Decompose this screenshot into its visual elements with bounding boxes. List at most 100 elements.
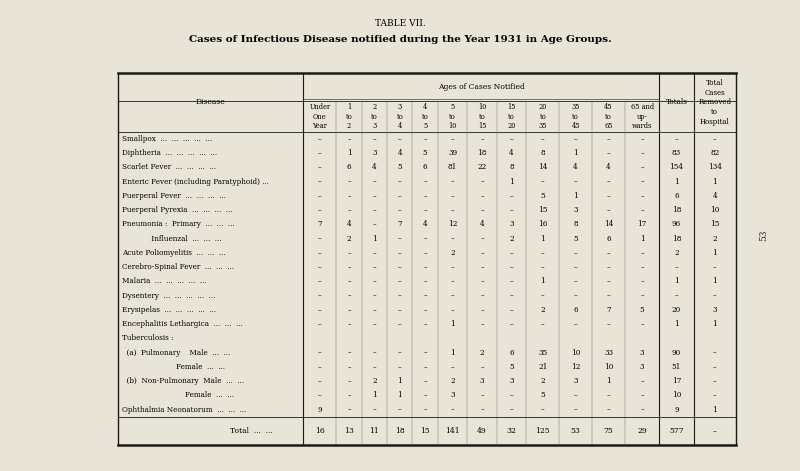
- Text: –: –: [423, 135, 427, 143]
- Text: 1: 1: [574, 149, 578, 157]
- Text: Pneumonia :  Primary  ...  ...  ...: Pneumonia : Primary ... ... ...: [122, 220, 234, 228]
- Text: –: –: [574, 292, 578, 300]
- Text: –: –: [347, 391, 351, 399]
- Text: –: –: [373, 249, 376, 257]
- Text: –: –: [423, 391, 427, 399]
- Text: –: –: [640, 277, 644, 285]
- Text: –: –: [423, 249, 427, 257]
- Text: Cases of Infectious Disease notified during the Year 1931 in Age Groups.: Cases of Infectious Disease notified dur…: [189, 35, 611, 44]
- Text: –: –: [347, 277, 351, 285]
- Text: –: –: [480, 306, 484, 314]
- Text: 1: 1: [398, 391, 402, 399]
- Text: –: –: [373, 320, 376, 328]
- Text: –: –: [318, 306, 322, 314]
- Text: 2: 2: [509, 235, 514, 243]
- Text: Encephalitis Lethargica  ...  ...  ...: Encephalitis Lethargica ... ... ...: [122, 320, 242, 328]
- Text: –: –: [541, 135, 545, 143]
- Text: 134: 134: [708, 163, 722, 171]
- Text: 49: 49: [477, 427, 487, 435]
- Text: –: –: [510, 249, 514, 257]
- Text: –: –: [510, 306, 514, 314]
- Text: 2: 2: [450, 377, 455, 385]
- Text: –: –: [574, 277, 578, 285]
- Text: –: –: [423, 306, 427, 314]
- Text: –: –: [640, 263, 644, 271]
- Text: Ages of Cases Notified: Ages of Cases Notified: [438, 83, 525, 91]
- Text: 6: 6: [509, 349, 514, 357]
- Text: –: –: [574, 249, 578, 257]
- Text: Female  ...  ...: Female ... ...: [122, 363, 225, 371]
- Text: Dysentery  ...  ...  ...  ...  ...: Dysentery ... ... ... ... ...: [122, 292, 215, 300]
- Text: –: –: [423, 320, 427, 328]
- Text: –: –: [606, 178, 610, 186]
- Text: –: –: [640, 320, 644, 328]
- Text: –: –: [510, 277, 514, 285]
- Text: Influenzal  ...  ...  ...: Influenzal ... ... ...: [122, 235, 221, 243]
- Text: 1: 1: [450, 349, 455, 357]
- Text: –: –: [423, 206, 427, 214]
- Text: –: –: [640, 178, 644, 186]
- Text: –: –: [318, 235, 322, 243]
- Text: –: –: [347, 320, 351, 328]
- Text: 16: 16: [538, 220, 547, 228]
- Text: –: –: [480, 263, 484, 271]
- Text: 2: 2: [713, 235, 717, 243]
- Text: –: –: [674, 292, 678, 300]
- Text: (a)  Pulmonary    Male  ...  ...: (a) Pulmonary Male ... ...: [122, 349, 230, 357]
- Text: 7: 7: [398, 220, 402, 228]
- Text: 18: 18: [478, 149, 486, 157]
- Text: –: –: [373, 263, 376, 271]
- Text: –: –: [674, 263, 678, 271]
- Text: 17: 17: [638, 220, 646, 228]
- Text: 1: 1: [674, 277, 678, 285]
- Text: 1: 1: [712, 406, 717, 414]
- Text: –: –: [347, 406, 351, 414]
- Text: –: –: [347, 135, 351, 143]
- Text: –: –: [450, 292, 454, 300]
- Text: –: –: [398, 206, 402, 214]
- Text: 8: 8: [509, 163, 514, 171]
- Text: 3: 3: [510, 220, 514, 228]
- Text: 82: 82: [710, 149, 719, 157]
- Text: –: –: [713, 135, 717, 143]
- Text: –: –: [398, 320, 402, 328]
- Text: –: –: [318, 277, 322, 285]
- Text: 1: 1: [450, 320, 455, 328]
- Text: Total
Cases
Removed
to
Hospital: Total Cases Removed to Hospital: [698, 79, 731, 126]
- Text: 10: 10: [604, 363, 613, 371]
- Text: –: –: [480, 206, 484, 214]
- Text: 96: 96: [672, 220, 681, 228]
- Text: –: –: [423, 235, 427, 243]
- Text: 33: 33: [604, 349, 613, 357]
- Text: 21: 21: [538, 363, 547, 371]
- Text: –: –: [423, 377, 427, 385]
- Text: 20
to
35: 20 to 35: [538, 103, 547, 130]
- Text: –: –: [373, 277, 376, 285]
- Text: –: –: [713, 427, 717, 435]
- Text: –: –: [640, 292, 644, 300]
- Text: –: –: [713, 391, 717, 399]
- Text: 20: 20: [672, 306, 681, 314]
- Text: 65 and
up-
wards: 65 and up- wards: [630, 103, 654, 130]
- Text: –: –: [450, 135, 454, 143]
- Text: 18: 18: [672, 206, 681, 214]
- Text: –: –: [640, 406, 644, 414]
- Text: –: –: [423, 363, 427, 371]
- Text: 6: 6: [574, 306, 578, 314]
- Text: –: –: [373, 206, 376, 214]
- Text: 3: 3: [372, 149, 377, 157]
- Text: –: –: [450, 277, 454, 285]
- Text: –: –: [318, 377, 322, 385]
- Text: –: –: [423, 406, 427, 414]
- Text: 22: 22: [478, 163, 486, 171]
- Text: –: –: [450, 263, 454, 271]
- Text: –: –: [423, 349, 427, 357]
- Text: –: –: [373, 178, 376, 186]
- Text: Totals: Totals: [666, 98, 687, 106]
- Text: 14: 14: [538, 163, 547, 171]
- Text: 45
to
65: 45 to 65: [604, 103, 613, 130]
- Text: 3: 3: [480, 377, 484, 385]
- Text: –: –: [347, 206, 351, 214]
- Text: –: –: [640, 249, 644, 257]
- Text: –: –: [373, 349, 376, 357]
